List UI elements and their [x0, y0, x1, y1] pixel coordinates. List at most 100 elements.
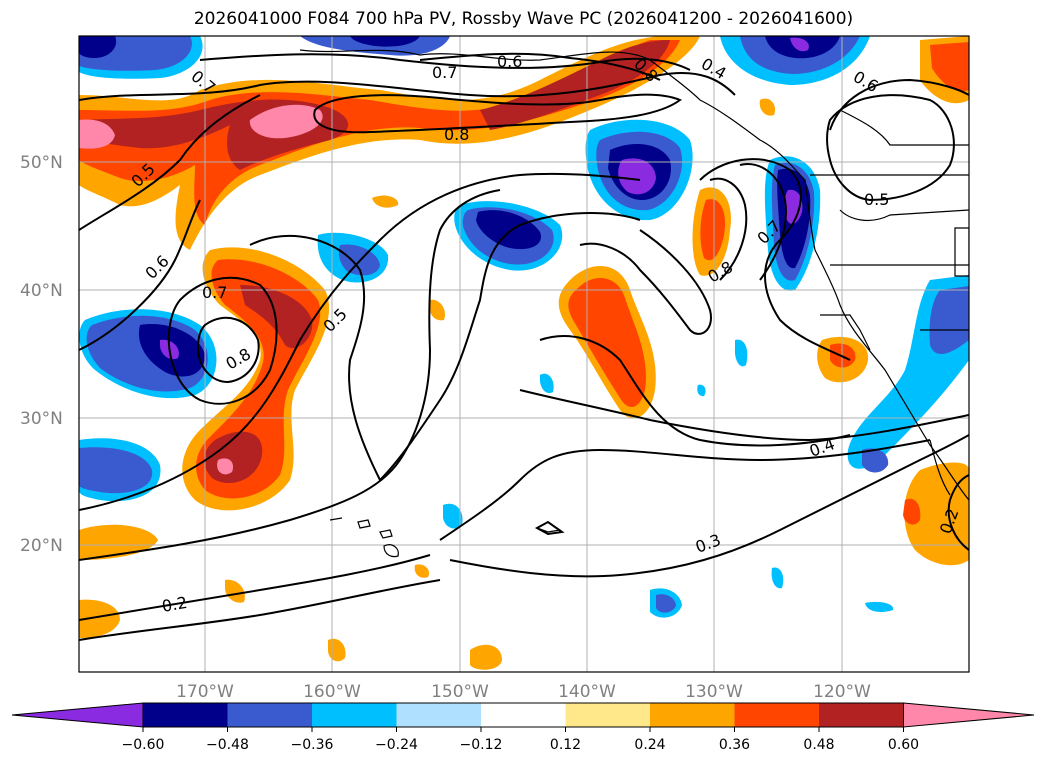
anomaly-positive-southeast-core: [903, 498, 921, 525]
anomaly-positive-small6: [759, 98, 776, 116]
contour-loop-0.8-north: [313, 93, 683, 134]
contour-0.7-north: [199, 53, 691, 71]
contour-label: 0.7: [202, 283, 227, 302]
colorbar-segment: [312, 703, 397, 727]
contour-label: 0.2: [160, 593, 188, 616]
anomaly-negative-small-d: [734, 339, 748, 367]
contour-0.8-east: [709, 177, 748, 281]
anomaly-negative-small-a-mid: [656, 594, 676, 613]
contour-loop-0.7: [167, 276, 278, 405]
lat-label: 30°N: [20, 409, 63, 429]
lon-label: 140°W: [558, 682, 616, 702]
anomaly-positive-small4: [429, 299, 446, 321]
lon-label: 170°W: [176, 682, 234, 702]
contour-0.4-east: [519, 389, 969, 442]
contour-trough: [579, 229, 712, 335]
anomaly-positive-southeast: [904, 462, 969, 566]
lon-label: 130°W: [685, 682, 743, 702]
anomaly-positive-small3: [225, 579, 245, 603]
colorbar-tick-label: 0.60: [888, 737, 919, 753]
contour-0.5-ne: [826, 94, 955, 202]
colorbar-tick-label: −0.24: [375, 737, 418, 753]
colorbar-tick-label: −0.36: [291, 737, 334, 753]
lon-label: 120°W: [813, 682, 871, 702]
contour-ridge-east: [699, 158, 851, 361]
contour-0.3: [449, 434, 969, 578]
anomaly-positive-sw2: [79, 599, 120, 638]
pv-contours: [79, 52, 969, 641]
anomaly-negative-small-e: [865, 601, 894, 612]
lat-label: 20°N: [20, 536, 63, 556]
anomaly-negative-small-f: [771, 567, 784, 589]
lat-label: 40°N: [20, 281, 63, 301]
anomaly-positive-small5: [372, 195, 399, 208]
contour-0.5-central: [79, 172, 641, 511]
latitude-labels: 50°N 40°N 30°N 20°N: [20, 153, 63, 556]
longitude-labels: 170°W 160°W 150°W 140°W 130°W 120°W: [176, 682, 871, 702]
anomaly-positive-jet-core: [79, 40, 680, 225]
shaded-anomalies: [79, 36, 969, 670]
lon-label: 150°W: [431, 682, 489, 702]
contour-label: 0.5: [864, 190, 889, 209]
anomaly-positive-small1: [470, 644, 502, 670]
contour-0.2-lower: [79, 579, 441, 641]
colorbar-tick-label: −0.60: [122, 737, 165, 753]
colorbar-segment: [481, 703, 566, 727]
colorbar-segment: [396, 703, 481, 727]
contour-0.4-loop: [539, 335, 851, 447]
colorbar-segment: [565, 703, 650, 727]
colorbar-tick-label: 0.36: [719, 737, 750, 753]
anomaly-negative-coast-extreme: [784, 189, 803, 224]
contour-0.6-north: [419, 52, 661, 81]
contour-loop-0.8: [196, 316, 260, 384]
anomaly-negative-sw-mid: [79, 447, 153, 494]
colorbar: −0.60 −0.48 −0.36 −0.24 −0.12 0.12 0.24 0.36 0.4…: [11, 702, 1035, 753]
anomaly-positive-ne-core: [930, 42, 969, 92]
contour-0.5-west: [79, 94, 261, 231]
colorbar-segment: [819, 703, 904, 727]
contour-label: 0.6: [497, 52, 522, 71]
anomaly-negative-north-strong: [350, 36, 420, 47]
colorbar-tick-label: −0.12: [460, 737, 503, 753]
colorbar-tick-label: 0.48: [803, 737, 834, 753]
contour-0.2: [79, 554, 431, 621]
anomaly-negative-upper-right-ext: [790, 37, 809, 52]
contour-0.6-west: [79, 199, 201, 351]
contour-0.4-central: [79, 189, 501, 561]
map-border: [78, 35, 970, 673]
lat-label: 50°N: [20, 153, 63, 173]
colorbar-segment: [227, 703, 312, 727]
colorbar-segment: [734, 703, 819, 727]
colorbar-extend-min: [11, 702, 144, 728]
colorbar-tick-label: −0.48: [206, 737, 249, 753]
anomaly-negative-small-c: [540, 373, 554, 394]
lon-label: 160°W: [303, 682, 361, 702]
contour-0.3b: [439, 439, 931, 541]
anomaly-negative-small-b: [443, 503, 463, 529]
colorbar-segment: [143, 703, 228, 727]
colorbar-extend-max: [903, 702, 1035, 728]
anomaly-negative-central-strong: [476, 210, 541, 250]
colorbar-outline: [142, 702, 904, 728]
anomaly-positive-coast-core: [700, 199, 726, 261]
contour-label: 0.8: [444, 125, 469, 144]
map-title: 2026041000 F084 700 hPa PV, Rossby Wave …: [193, 9, 854, 29]
contour-0.2-se: [947, 474, 969, 551]
colorbar-segment: [650, 703, 735, 727]
anomaly-negative-southeast-mid2: [862, 448, 889, 473]
colorbar-tick-label: 0.12: [550, 737, 581, 753]
contour-0.7-east: [739, 163, 787, 281]
anomaly-positive-small7: [414, 564, 430, 578]
anomaly-positive-center-core: [568, 277, 646, 408]
contour-small-loop: [534, 520, 565, 536]
anomaly-positive-west-extreme: [79, 119, 115, 149]
anomaly-negative-small-g: [697, 384, 706, 397]
anomaly-negative-southeast-mid: [929, 286, 969, 355]
contour-label: 0.7: [432, 63, 457, 82]
map-gridlines: [79, 36, 969, 672]
colorbar-tick-label: 0.24: [634, 737, 665, 753]
anomaly-positive-jet-extreme: [249, 104, 323, 139]
contour-0.8-north: [79, 71, 736, 101]
anomaly-positive-jet-east: [480, 40, 670, 130]
